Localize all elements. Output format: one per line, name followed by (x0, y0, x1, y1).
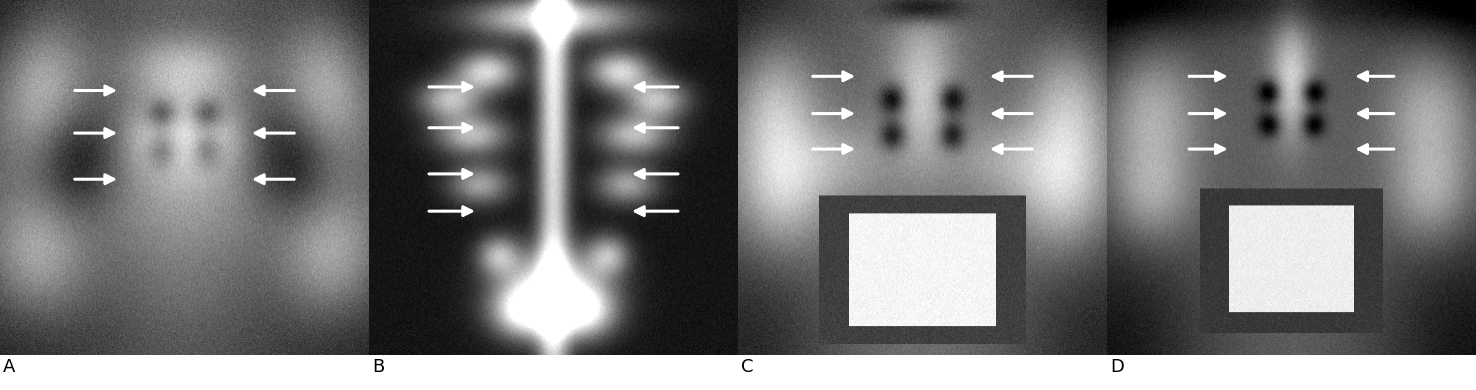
Text: A: A (3, 358, 15, 376)
Text: C: C (741, 358, 753, 376)
Text: B: B (372, 358, 384, 376)
Text: D: D (1110, 358, 1123, 376)
